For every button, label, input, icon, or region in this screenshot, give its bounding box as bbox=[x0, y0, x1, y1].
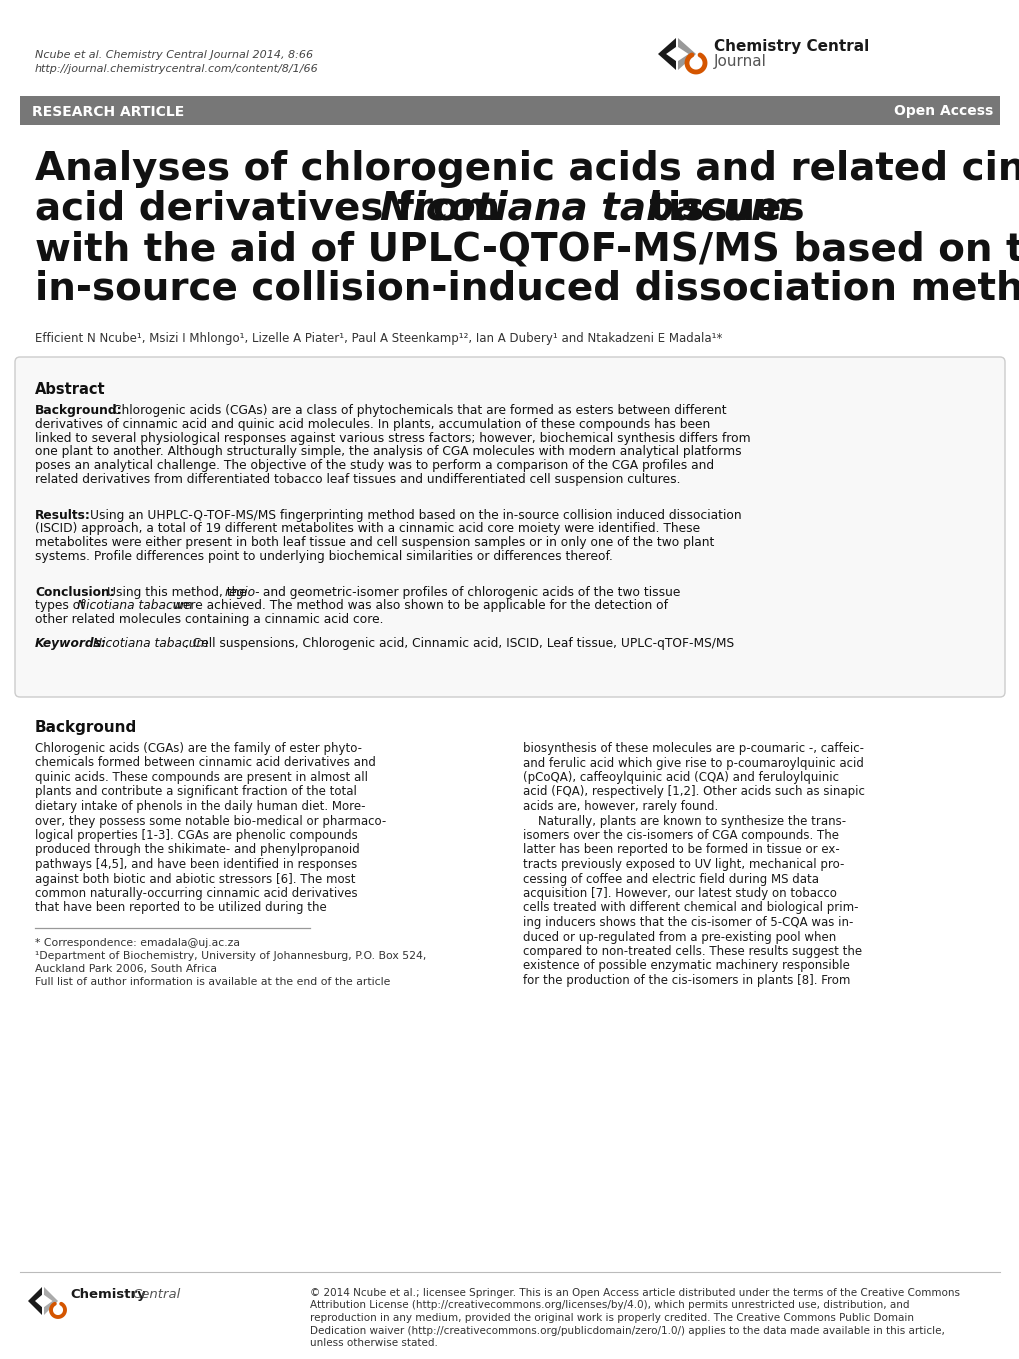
Text: acid (FQA), respectively [1,2]. Other acids such as sinapic: acid (FQA), respectively [1,2]. Other ac… bbox=[523, 786, 864, 799]
Text: were achieved. The method was also shown to be applicable for the detection of: were achieved. The method was also shown… bbox=[169, 599, 667, 613]
Text: poses an analytical challenge. The objective of the study was to perform a compa: poses an analytical challenge. The objec… bbox=[35, 459, 713, 472]
Text: http://journal.chemistrycentral.com/content/8/1/66: http://journal.chemistrycentral.com/cont… bbox=[35, 64, 319, 73]
Text: acquisition [7]. However, our latest study on tobacco: acquisition [7]. However, our latest stu… bbox=[523, 887, 836, 900]
Text: Auckland Park 2006, South Africa: Auckland Park 2006, South Africa bbox=[35, 964, 217, 974]
Text: other related molecules containing a cinnamic acid core.: other related molecules containing a cin… bbox=[35, 613, 383, 626]
Text: ¹Department of Biochemistry, University of Johannesburg, P.O. Box 524,: ¹Department of Biochemistry, University … bbox=[35, 951, 426, 961]
Text: Nicotiana tabacum: Nicotiana tabacum bbox=[76, 599, 193, 613]
Text: Chlorogenic acids (CGAs) are a class of phytochemicals that are formed as esters: Chlorogenic acids (CGAs) are a class of … bbox=[113, 404, 726, 417]
Text: quinic acids. These compounds are present in almost all: quinic acids. These compounds are presen… bbox=[35, 771, 368, 784]
Text: that have been reported to be utilized during the: that have been reported to be utilized d… bbox=[35, 901, 326, 915]
Text: common naturally-occurring cinnamic acid derivatives: common naturally-occurring cinnamic acid… bbox=[35, 887, 358, 900]
Polygon shape bbox=[678, 38, 695, 71]
Text: Nicotiana tabacum: Nicotiana tabacum bbox=[93, 637, 208, 650]
Text: systems. Profile differences point to underlying biochemical similarities or dif: systems. Profile differences point to un… bbox=[35, 550, 612, 563]
Text: Open Access: Open Access bbox=[893, 105, 993, 118]
Text: Background:: Background: bbox=[35, 404, 122, 417]
Text: regio-: regio- bbox=[225, 586, 260, 598]
Text: chemicals formed between cinnamic acid derivatives and: chemicals formed between cinnamic acid d… bbox=[35, 757, 376, 769]
Text: compared to non-treated cells. These results suggest the: compared to non-treated cells. These res… bbox=[523, 945, 861, 958]
Text: Using an UHPLC-Q-TOF-MS/MS fingerprinting method based on the in-source collisio: Using an UHPLC-Q-TOF-MS/MS fingerprintin… bbox=[90, 508, 741, 522]
Text: ing inducers shows that the cis-isomer of 5-CQA was in-: ing inducers shows that the cis-isomer o… bbox=[523, 916, 853, 930]
Text: Analyses of chlorogenic acids and related cinnamic: Analyses of chlorogenic acids and relate… bbox=[35, 149, 1019, 188]
Text: Dedication waiver (http://creativecommons.org/publicdomain/zero/1.0/) applies to: Dedication waiver (http://creativecommon… bbox=[310, 1325, 944, 1336]
Text: and ferulic acid which give rise to p-coumaroylquinic acid: and ferulic acid which give rise to p-co… bbox=[523, 757, 863, 769]
Text: unless otherwise stated.: unless otherwise stated. bbox=[310, 1339, 437, 1348]
Text: © 2014 Ncube et al.; licensee Springer. This is an Open Access article distribut: © 2014 Ncube et al.; licensee Springer. … bbox=[310, 1288, 959, 1298]
Text: related derivatives from differentiated tobacco leaf tissues and undifferentiate: related derivatives from differentiated … bbox=[35, 473, 680, 487]
Text: latter has been reported to be formed in tissue or ex-: latter has been reported to be formed in… bbox=[523, 844, 839, 856]
Text: tissues: tissues bbox=[636, 190, 804, 228]
Text: Using this method, the: Using this method, the bbox=[107, 586, 251, 598]
Text: metabolites were either present in both leaf tissue and cell suspension samples : metabolites were either present in both … bbox=[35, 537, 713, 549]
Text: duced or up-regulated from a pre-existing pool when: duced or up-regulated from a pre-existin… bbox=[523, 931, 836, 943]
Text: isomers over the cis-isomers of CGA compounds. The: isomers over the cis-isomers of CGA comp… bbox=[523, 829, 839, 843]
Text: Background: Background bbox=[35, 720, 138, 735]
Text: logical properties [1-3]. CGAs are phenolic compounds: logical properties [1-3]. CGAs are pheno… bbox=[35, 829, 358, 843]
Text: acids are, however, rarely found.: acids are, however, rarely found. bbox=[523, 800, 717, 813]
Text: (pCoQA), caffeoylquinic acid (CQA) and feruloylquinic: (pCoQA), caffeoylquinic acid (CQA) and f… bbox=[523, 771, 839, 784]
Text: Conclusion:: Conclusion: bbox=[35, 586, 115, 598]
Text: Chlorogenic acids (CGAs) are the family of ester phyto-: Chlorogenic acids (CGAs) are the family … bbox=[35, 742, 362, 756]
Text: plants and contribute a significant fraction of the total: plants and contribute a significant frac… bbox=[35, 786, 357, 799]
Text: produced through the shikimate- and phenylpropanoid: produced through the shikimate- and phen… bbox=[35, 844, 360, 856]
Text: Abstract: Abstract bbox=[35, 382, 106, 397]
Text: * Correspondence: emadala@uj.ac.za: * Correspondence: emadala@uj.ac.za bbox=[35, 938, 239, 949]
Text: Full list of author information is available at the end of the article: Full list of author information is avail… bbox=[35, 977, 390, 987]
Text: derivatives of cinnamic acid and quinic acid molecules. In plants, accumulation : derivatives of cinnamic acid and quinic … bbox=[35, 417, 709, 431]
Text: in-source collision-induced dissociation method: in-source collision-induced dissociation… bbox=[35, 270, 1019, 308]
Polygon shape bbox=[44, 1287, 58, 1316]
Text: Ncube et al. Chemistry Central Journal 2014, 8:66: Ncube et al. Chemistry Central Journal 2… bbox=[35, 50, 313, 60]
Text: RESEARCH ARTICLE: RESEARCH ARTICLE bbox=[32, 105, 184, 118]
Text: against both biotic and abiotic stressors [6]. The most: against both biotic and abiotic stressor… bbox=[35, 872, 356, 886]
Bar bbox=[20, 96, 999, 125]
Text: reproduction in any medium, provided the original work is properly credited. The: reproduction in any medium, provided the… bbox=[310, 1313, 913, 1324]
Text: Efficient N Ncube¹, Msizi I Mhlongo¹, Lizelle A Piater¹, Paul A Steenkamp¹², Ian: Efficient N Ncube¹, Msizi I Mhlongo¹, Li… bbox=[35, 332, 721, 345]
Polygon shape bbox=[28, 1287, 42, 1316]
Text: for the production of the cis-isomers in plants [8]. From: for the production of the cis-isomers in… bbox=[523, 974, 850, 987]
Text: Journal: Journal bbox=[713, 53, 766, 68]
Text: , Cell suspensions, Chlorogenic acid, Cinnamic acid, ISCID, Leaf tissue, UPLC-qT: , Cell suspensions, Chlorogenic acid, Ci… bbox=[184, 637, 734, 650]
Text: biosynthesis of these molecules are p-coumaric -, caffeic-: biosynthesis of these molecules are p-co… bbox=[523, 742, 863, 756]
Text: cessing of coffee and electric field during MS data: cessing of coffee and electric field dur… bbox=[523, 872, 818, 886]
Text: types of: types of bbox=[35, 599, 89, 613]
Text: Keywords:: Keywords: bbox=[35, 637, 107, 650]
Text: pathways [4,5], and have been identified in responses: pathways [4,5], and have been identified… bbox=[35, 858, 357, 871]
FancyBboxPatch shape bbox=[15, 357, 1004, 697]
Text: Central: Central bbox=[131, 1288, 180, 1302]
Text: Nicotiana tabacum: Nicotiana tabacum bbox=[380, 190, 791, 228]
Text: tracts previously exposed to UV light, mechanical pro-: tracts previously exposed to UV light, m… bbox=[523, 858, 844, 871]
Text: acid derivatives from: acid derivatives from bbox=[35, 190, 514, 228]
Text: existence of possible enzymatic machinery responsible: existence of possible enzymatic machiner… bbox=[523, 959, 849, 973]
Text: (ISCID) approach, a total of 19 different metabolites with a cinnamic acid core : (ISCID) approach, a total of 19 differen… bbox=[35, 522, 699, 535]
Text: over, they possess some notable bio-medical or pharmaco-: over, they possess some notable bio-medi… bbox=[35, 814, 386, 828]
Text: with the aid of UPLC-QTOF-MS/MS based on the: with the aid of UPLC-QTOF-MS/MS based on… bbox=[35, 230, 1019, 268]
Text: Naturally, plants are known to synthesize the trans-: Naturally, plants are known to synthesiz… bbox=[523, 814, 846, 828]
Polygon shape bbox=[657, 38, 676, 71]
Text: dietary intake of phenols in the daily human diet. More-: dietary intake of phenols in the daily h… bbox=[35, 800, 365, 813]
Text: Chemistry: Chemistry bbox=[70, 1288, 146, 1302]
Text: one plant to another. Although structurally simple, the analysis of CGA molecule: one plant to another. Although structura… bbox=[35, 446, 741, 458]
Text: Results:: Results: bbox=[35, 508, 91, 522]
Text: cells treated with different chemical and biological prim-: cells treated with different chemical an… bbox=[523, 901, 858, 915]
Text: Attribution License (http://creativecommons.org/licenses/by/4.0), which permits : Attribution License (http://creativecomm… bbox=[310, 1301, 909, 1310]
Text: and geometric-isomer profiles of chlorogenic acids of the two tissue: and geometric-isomer profiles of chlorog… bbox=[259, 586, 680, 598]
Text: Chemistry Central: Chemistry Central bbox=[713, 39, 868, 54]
Text: linked to several physiological responses against various stress factors; howeve: linked to several physiological response… bbox=[35, 432, 750, 444]
